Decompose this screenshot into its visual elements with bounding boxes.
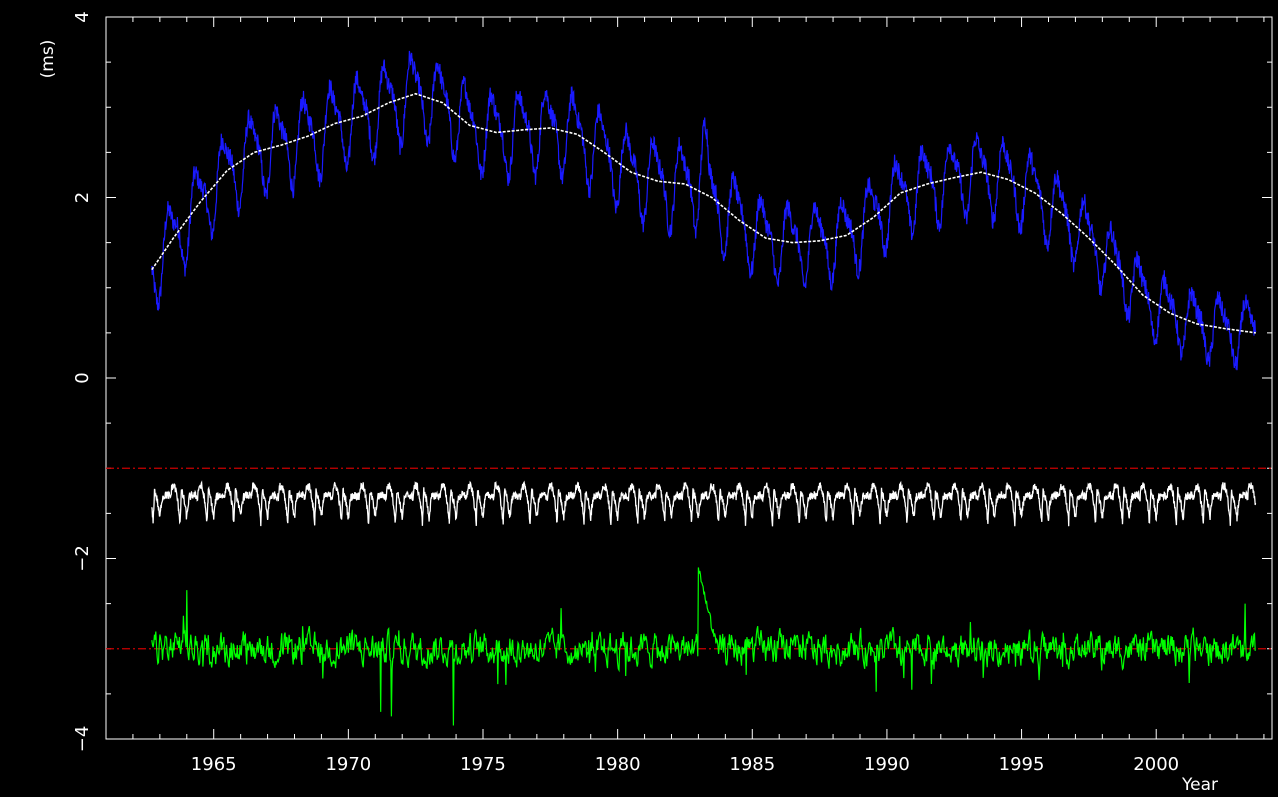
x-tick-label: 1970 — [325, 754, 371, 775]
x-axis-label: Year — [1181, 775, 1218, 795]
y-tick-label: −2 — [72, 545, 93, 572]
series-lines — [151, 50, 1257, 726]
x-tick-label: 1975 — [460, 754, 506, 775]
x-tick-label: 2000 — [1133, 754, 1179, 775]
x-tick-label: 1990 — [864, 754, 910, 775]
y-tick-label: −4 — [72, 726, 93, 753]
y-tick-label: 2 — [72, 192, 93, 203]
y-tick-label: 4 — [72, 11, 93, 22]
series-residual-green — [151, 567, 1256, 726]
series-seasonal-white — [151, 480, 1257, 527]
series-raw-blue — [151, 50, 1257, 371]
x-tick-label: 1980 — [595, 754, 641, 775]
y-tick-label: 0 — [72, 372, 93, 383]
y-axis-label: (ms) — [38, 40, 58, 79]
series-smoothed-white — [151, 92, 1256, 334]
x-tick-label: 1985 — [729, 754, 775, 775]
axis-labels: (ms) Year — [38, 40, 1218, 795]
x-tick-label: 1965 — [191, 754, 237, 775]
x-tick-label: 1995 — [999, 754, 1045, 775]
axes: −4 −2 0 2 4 1965 1970 1975 1980 1985 1990 1995 2000 — [72, 11, 1273, 775]
